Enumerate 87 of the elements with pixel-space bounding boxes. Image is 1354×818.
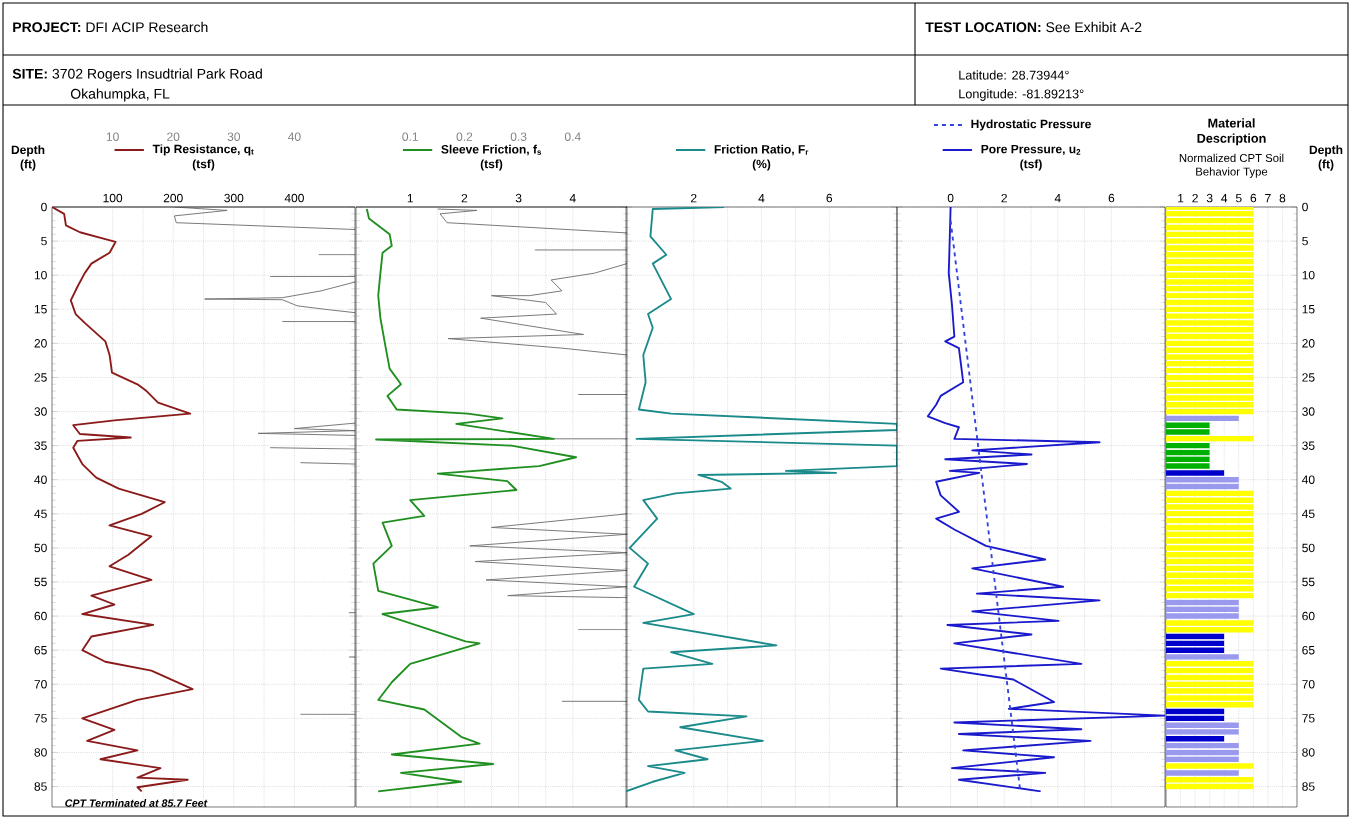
x-axis-title: (%) bbox=[752, 159, 771, 171]
y-tick-label: 30 bbox=[1302, 407, 1315, 416]
x-tick-label: 200 bbox=[163, 193, 183, 203]
x2-tick-label: 0.1 bbox=[402, 132, 418, 141]
x-tick-label: 300 bbox=[224, 193, 244, 203]
y-tick-label: 55 bbox=[34, 577, 47, 587]
y-tick-label: 45 bbox=[34, 509, 47, 519]
y-tick-label: 25 bbox=[1302, 373, 1315, 382]
y-tick-label: 80 bbox=[34, 748, 47, 757]
legend-label: Tip Resistance, q$_{t}$ bbox=[152, 144, 254, 156]
y-tick-label: 5 bbox=[41, 236, 47, 246]
y-tick-label: 10 bbox=[34, 270, 47, 280]
y-tick-label: 35 bbox=[34, 441, 47, 450]
y-tick-label: 70 bbox=[1302, 680, 1315, 689]
x-tick-label: 4 bbox=[1054, 194, 1061, 203]
y-axis-title: Depth (ft) bbox=[11, 145, 45, 171]
y-tick-label: 45 bbox=[1301, 509, 1315, 519]
text: Longitude: -81.89213° bbox=[959, 89, 1084, 101]
x-tick-label: 5 bbox=[1235, 193, 1242, 203]
y-tick-label: 75 bbox=[34, 714, 47, 723]
y-tick-label: 85 bbox=[34, 782, 47, 791]
x-tick-label: 0 bbox=[947, 193, 954, 203]
text: Latitude: 28.73944° bbox=[959, 70, 1069, 80]
x2-tick-label: 0.4 bbox=[564, 132, 581, 141]
legend-label: Sleeve Friction, f$_{s}$ bbox=[441, 144, 542, 156]
x-tick-label: 2 bbox=[461, 193, 468, 203]
y-tick-label: 15 bbox=[34, 305, 47, 314]
legend-label: Friction Ratio, F$_{r}$ bbox=[714, 144, 809, 156]
x-tick-label: 1 bbox=[407, 194, 413, 203]
y-tick-label: 25 bbox=[34, 373, 47, 382]
y-tick-label: 85 bbox=[1302, 782, 1315, 791]
x-tick-label: 400 bbox=[284, 193, 304, 203]
text: PROJECT: DFI ACIP Research bbox=[13, 21, 208, 33]
x2-tick-label: 20 bbox=[167, 132, 180, 141]
text: Okahumpka, FL bbox=[70, 88, 170, 102]
x-tick-label: 3 bbox=[515, 193, 522, 203]
x-tick-label: 4 bbox=[758, 194, 765, 203]
annotation: CPT Terminated at 85.7 Feet bbox=[65, 799, 208, 807]
x-tick-label: 2 bbox=[691, 193, 697, 203]
y-tick-label: 0 bbox=[1302, 202, 1308, 212]
x-tick-label: 2 bbox=[1001, 193, 1007, 203]
text: SITE: 3702 Rogers Insudtrial Park Road bbox=[12, 68, 262, 82]
x2-tick-label: 0.3 bbox=[510, 132, 527, 141]
y-tick-label: 75 bbox=[1302, 714, 1315, 723]
y-tick-label: 65 bbox=[34, 645, 47, 655]
y-tick-label: 70 bbox=[34, 680, 47, 689]
chart-title: Material Description bbox=[1197, 118, 1266, 146]
y-tick-label: 60 bbox=[34, 611, 47, 621]
x2-tick-label: 0.2 bbox=[456, 132, 473, 141]
x-tick-label: 2 bbox=[1192, 193, 1198, 203]
y-tick-label: 20 bbox=[34, 339, 47, 348]
x-tick-label: 8 bbox=[1279, 193, 1286, 203]
y-tick-label: 60 bbox=[1302, 611, 1315, 621]
y-axis-title: Depth (ft) bbox=[1309, 145, 1343, 171]
y-tick-label: 50 bbox=[1302, 543, 1315, 553]
x-tick-label: 7 bbox=[1265, 194, 1271, 203]
y-tick-label: 10 bbox=[1302, 270, 1315, 280]
legend-label: Hydrostatic Pressure bbox=[971, 119, 1091, 131]
x2-tick-label: 10 bbox=[106, 132, 119, 141]
y-tick-label: 30 bbox=[34, 407, 47, 416]
y-tick-label: 35 bbox=[1302, 441, 1315, 450]
x-tick-label: 1 bbox=[1178, 194, 1184, 203]
legend-label: Pore Pressure, u$_{2}$ bbox=[981, 144, 1081, 156]
y-tick-label: 40 bbox=[34, 475, 47, 484]
x-tick-label: 4 bbox=[1221, 194, 1228, 203]
y-tick-label: 55 bbox=[1302, 577, 1315, 587]
y-tick-label: 15 bbox=[1302, 305, 1315, 314]
y-tick-label: 40 bbox=[1301, 475, 1315, 484]
x2-tick-label: 40 bbox=[288, 132, 301, 141]
y-tick-label: 50 bbox=[34, 543, 47, 553]
chart-subtitle: Normalized CPT Soil Behavior Type bbox=[1179, 153, 1284, 178]
text: TEST LOCATION: See Exhibit A-2 bbox=[925, 21, 1142, 33]
x-axis-title: (tsf) bbox=[1020, 159, 1042, 171]
x-tick-label: 6 bbox=[826, 193, 833, 203]
x-tick-label: 6 bbox=[1250, 193, 1257, 203]
x-tick-label: 3 bbox=[1206, 193, 1213, 203]
y-tick-label: 65 bbox=[1302, 645, 1315, 655]
x-tick-label: 4 bbox=[569, 194, 576, 203]
y-tick-label: 80 bbox=[1302, 748, 1315, 757]
y-tick-label: 5 bbox=[1302, 236, 1308, 246]
y-tick-label: 20 bbox=[1302, 339, 1315, 348]
x-axis-title: (tsf) bbox=[192, 159, 215, 171]
x-tick-label: 100 bbox=[103, 193, 123, 203]
x-tick-label: 6 bbox=[1108, 193, 1115, 203]
y-tick-label: 0 bbox=[41, 202, 47, 212]
x2-tick-label: 30 bbox=[227, 132, 241, 141]
x-axis-title: (tsf) bbox=[480, 159, 503, 171]
